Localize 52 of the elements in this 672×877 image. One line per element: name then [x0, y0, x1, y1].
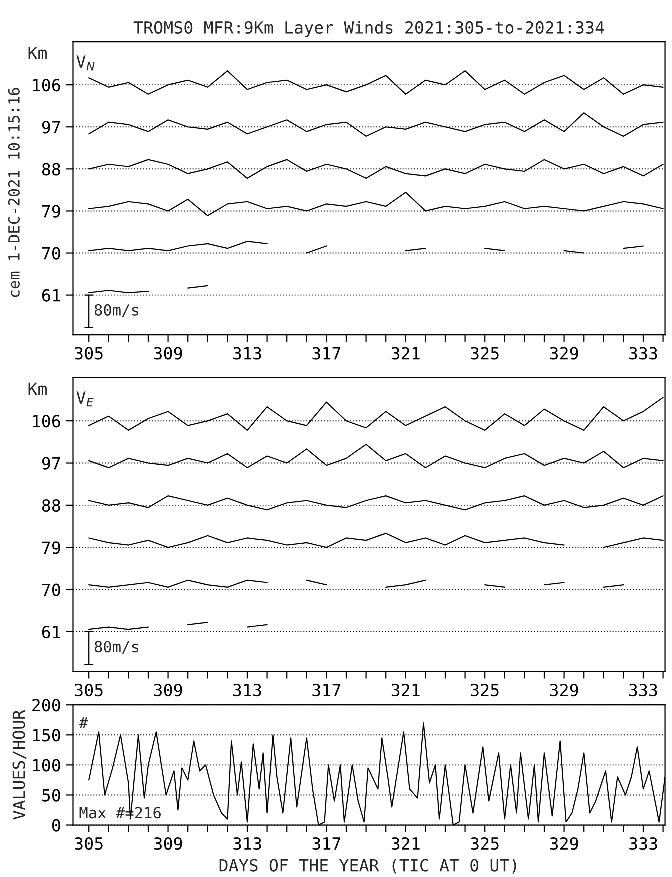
- x-tick-label: 333: [630, 347, 658, 360]
- annotation: V$_{N}$: [76, 56, 95, 71]
- y-tick-label: 50: [42, 789, 60, 802]
- y-axis-title: VALUES/HOUR: [12, 710, 27, 820]
- x-tick-label: 317: [312, 837, 340, 850]
- y-axis-title: Km: [28, 46, 47, 60]
- x-tick-label: 333: [630, 684, 658, 697]
- chart-title: TROMS0 MFR:9Km Layer Winds 2021:305-to-2021:334: [134, 21, 604, 38]
- y-tick-label: 70: [42, 584, 60, 596]
- y-tick-label: 88: [42, 163, 60, 176]
- x-tick-label: 317: [312, 684, 340, 697]
- y-axis-title: Km: [28, 382, 47, 396]
- y-tick-label: 106: [33, 415, 60, 428]
- x-axis-title: DAYS OF THE YEAR (TIC AT 0 UT): [220, 858, 516, 874]
- x-tick-label: 325: [471, 347, 499, 360]
- annotation: V$_{E}$: [76, 392, 94, 407]
- y-tick-label: 106: [33, 79, 60, 92]
- x-tick-label: 329: [550, 684, 578, 697]
- x-tick-label: 309: [154, 347, 182, 360]
- y-tick-label: 79: [42, 542, 60, 554]
- y-tick-label: 0: [52, 819, 60, 832]
- x-tick-label: 305: [75, 347, 103, 360]
- x-tick-label: 329: [550, 347, 578, 360]
- y-tick-label: 79: [42, 205, 60, 218]
- x-tick-label: 313: [234, 837, 262, 850]
- y-tick-label: 88: [42, 499, 60, 512]
- x-tick-label: 321: [392, 837, 420, 850]
- y-tick-label: 61: [42, 289, 60, 302]
- annotation: 80m/s: [94, 641, 138, 654]
- y-tick-label: 200: [32, 699, 60, 712]
- y-tick-label: 97: [42, 121, 60, 134]
- y-tick-label: 100: [33, 759, 60, 772]
- x-tick-label: 313: [234, 347, 262, 360]
- x-tick-label: 321: [392, 347, 420, 360]
- annotation: #: [79, 717, 88, 728]
- x-tick-label: 333: [630, 837, 658, 850]
- x-tick-label: 309: [154, 684, 182, 697]
- x-tick-label: 325: [471, 684, 499, 697]
- x-tick-label: 305: [75, 684, 103, 697]
- x-tick-label: 325: [471, 837, 499, 850]
- text: cem 1-DEC-2021 10:15:16: [8, 88, 20, 298]
- x-tick-label: 305: [75, 837, 103, 850]
- x-tick-label: 309: [154, 837, 182, 850]
- x-tick-label: 317: [312, 347, 340, 360]
- annotation: 80m/s: [94, 304, 138, 318]
- y-tick-label: 97: [42, 457, 60, 470]
- x-tick-label: 321: [392, 684, 420, 697]
- y-tick-label: 61: [42, 626, 60, 639]
- y-tick-label: 150: [33, 729, 60, 742]
- y-tick-label: 70: [42, 247, 60, 260]
- x-tick-label: 313: [234, 684, 262, 697]
- x-tick-label: 329: [550, 837, 578, 850]
